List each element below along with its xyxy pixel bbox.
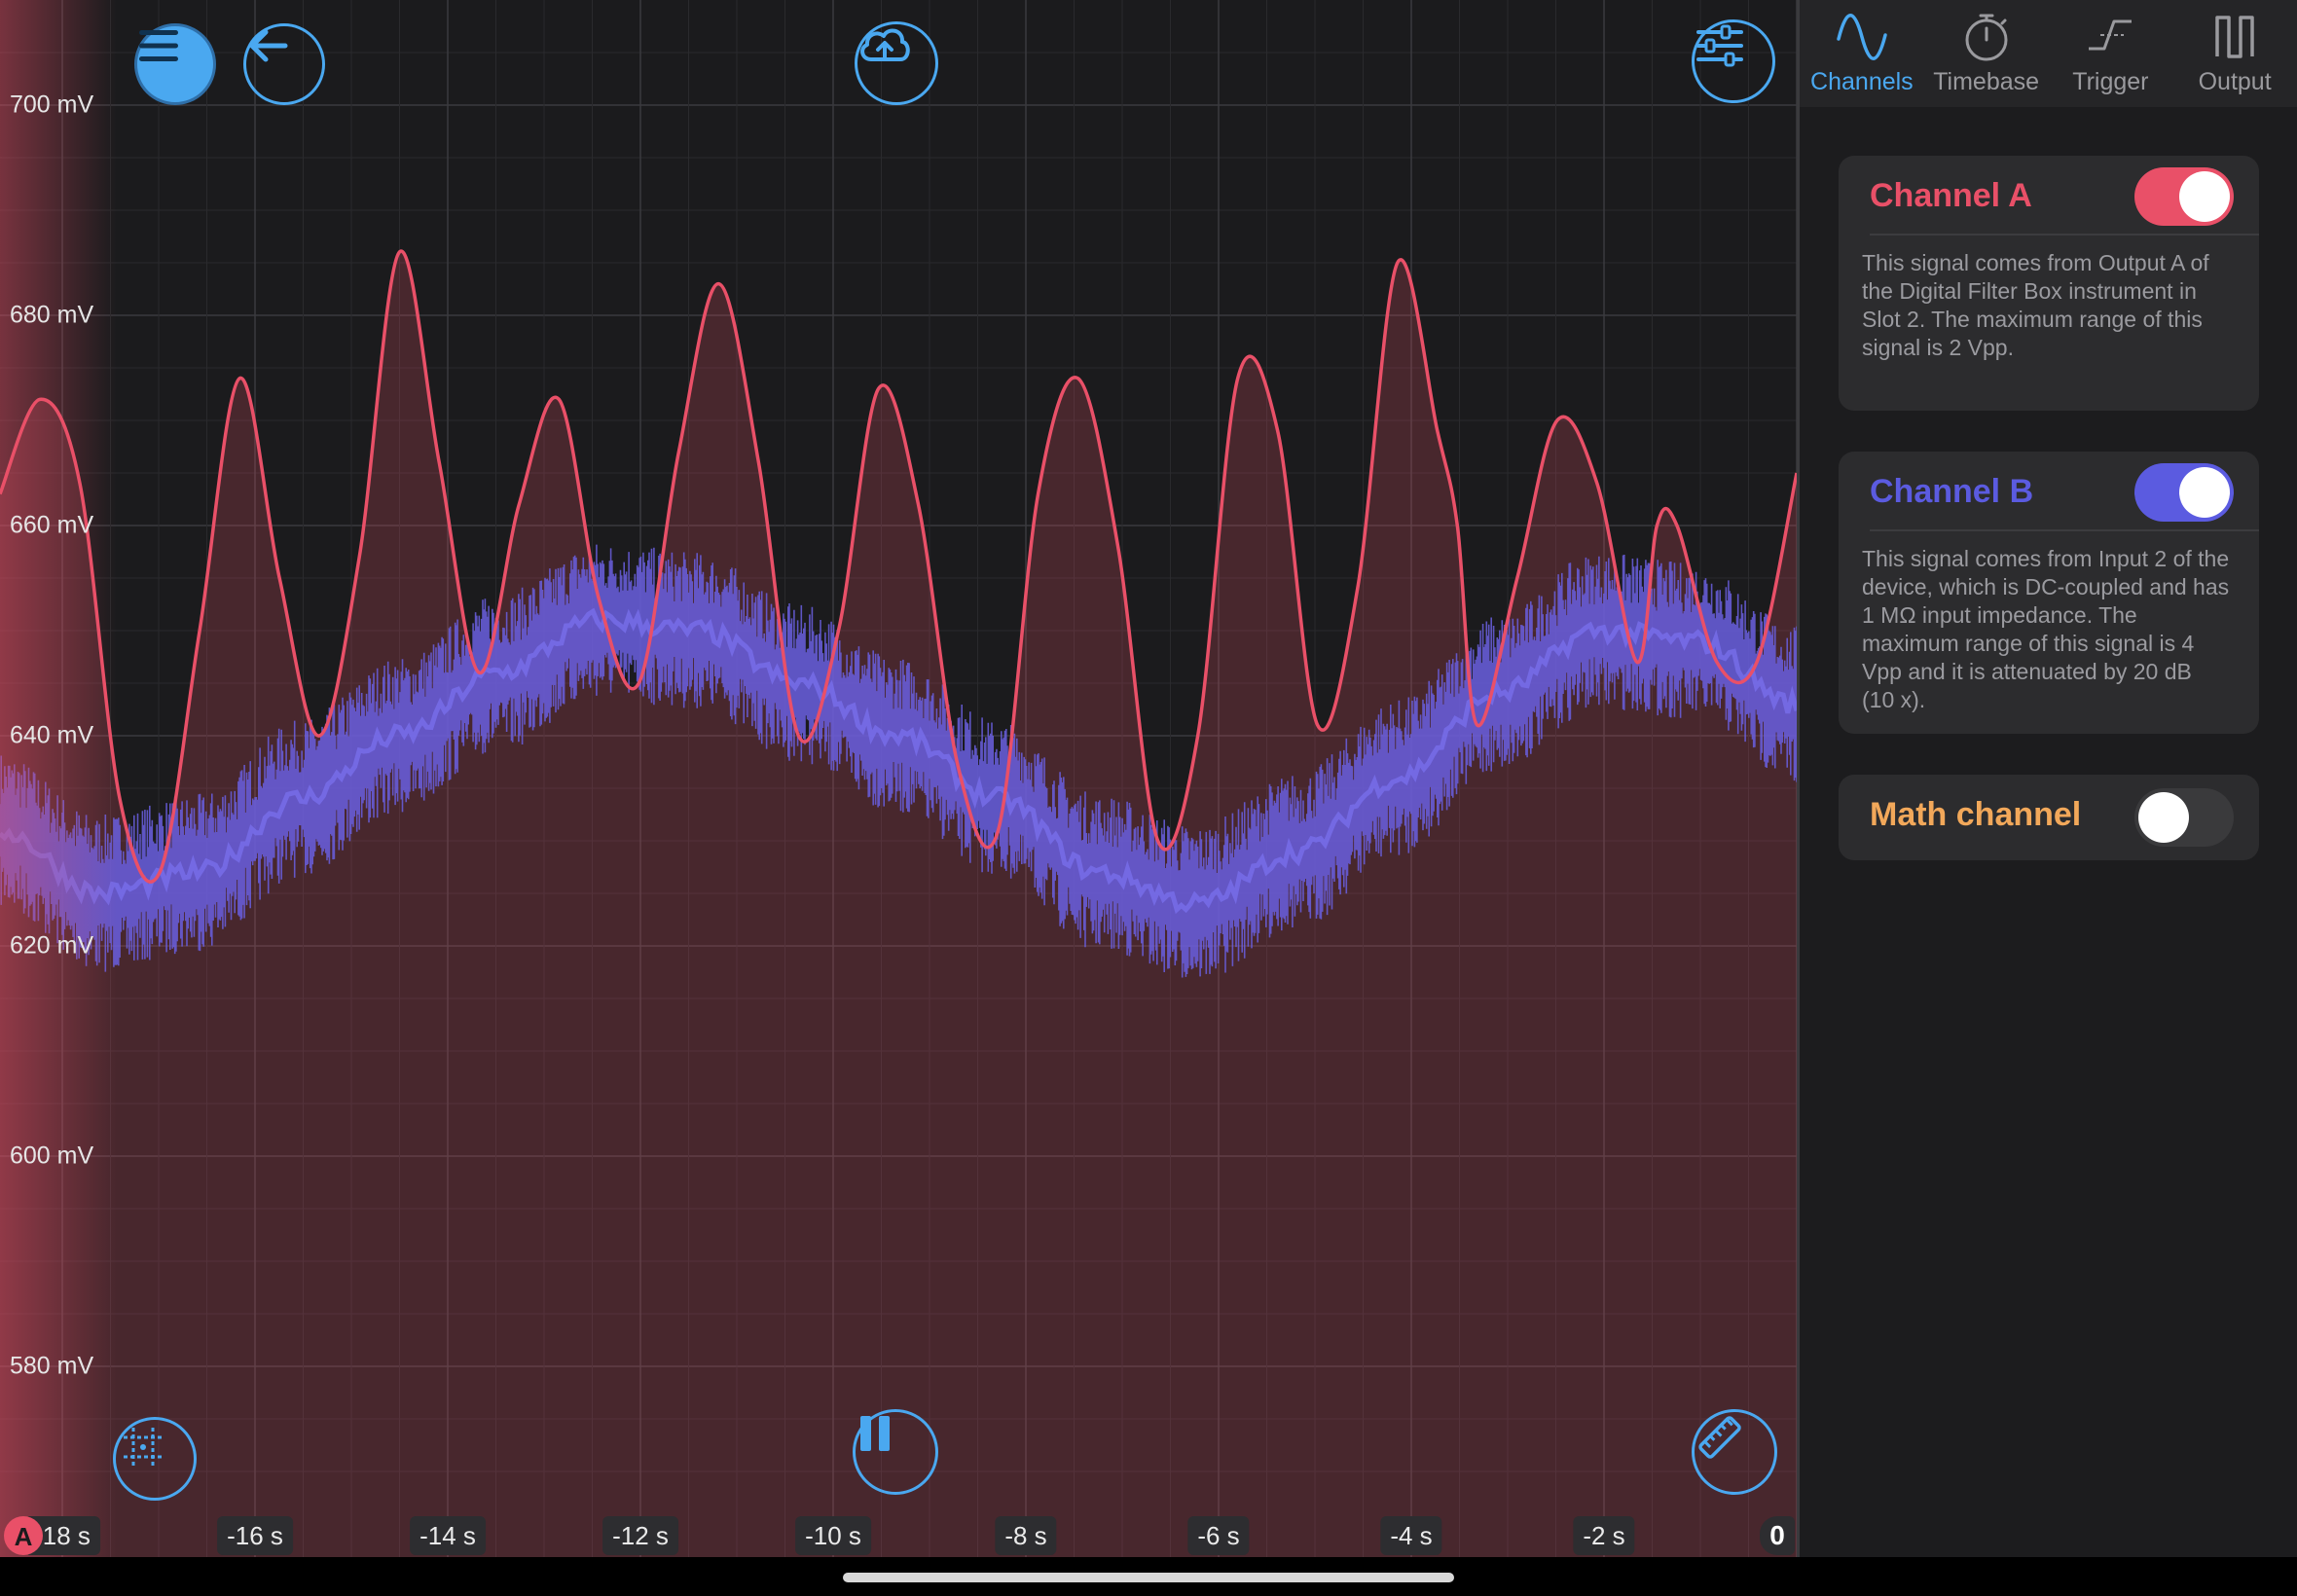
panel-tabs: Channels Timebase Trigger Output [1800, 0, 2297, 107]
tab-timebase[interactable]: Timebase [1924, 0, 2049, 107]
x-tick-label: -10 s [795, 1516, 871, 1555]
settings-button[interactable] [1692, 19, 1775, 103]
back-button[interactable] [243, 23, 325, 105]
channel-a-line [0, 249, 1797, 884]
tab-output-label: Output [2198, 68, 2272, 95]
home-indicator[interactable] [843, 1573, 1454, 1582]
channel-b-trace [0, 544, 1797, 978]
tab-trigger[interactable]: Trigger [2049, 0, 2173, 107]
upload-button[interactable] [855, 21, 938, 105]
measure-button[interactable] [1692, 1409, 1777, 1495]
y-tick-label: 700 mV [10, 91, 94, 119]
channel-b-toggle[interactable] [2134, 463, 2234, 522]
panel-divider[interactable] [1797, 0, 1800, 1557]
y-tick-label: 600 mV [10, 1142, 94, 1170]
channel-b-line [0, 607, 1797, 915]
channel-b-card: Channel B This signal comes from Input 2… [1839, 452, 2259, 734]
tab-channels-label: Channels [1810, 68, 1914, 95]
channel-a-description: This signal comes from Output A of the D… [1862, 250, 2209, 360]
y-tick-label: 620 mV [10, 931, 94, 960]
channel-a-fill [0, 251, 1797, 1557]
channel-a-area [0, 251, 1797, 1557]
math-channel-card: Math channel [1839, 775, 2259, 860]
math-channel-toggle[interactable] [2134, 788, 2234, 847]
tab-output[interactable]: Output [2172, 0, 2297, 107]
tab-timebase-label: Timebase [1933, 68, 2040, 95]
x-tick-label: -12 s [602, 1516, 678, 1555]
y-tick-label: 660 mV [10, 511, 94, 539]
x-tick-label: -16 s [217, 1516, 293, 1555]
pause-icon [860, 1416, 890, 1451]
grid-icon [124, 1428, 163, 1467]
settings-panel: Channels Timebase Trigger Output Channel [1800, 0, 2297, 1557]
cloud-upload-icon [860, 28, 910, 61]
plot-canvas[interactable] [0, 0, 1797, 1557]
sine-wave-icon [1837, 14, 1887, 60]
math-channel-title: Math channel [1870, 796, 2082, 833]
tab-trigger-label: Trigger [2072, 68, 2149, 95]
channel-a-marker[interactable]: A [4, 1516, 43, 1555]
y-tick-label: 680 mV [10, 301, 94, 329]
card-divider [1870, 234, 2259, 236]
x-tick-label: -8 s [995, 1516, 1057, 1555]
tab-channels[interactable]: Channels [1800, 0, 1924, 107]
x-tick-label: -4 s [1380, 1516, 1442, 1555]
x-tick-label: -14 s [410, 1516, 486, 1555]
channel-a-title: Channel A [1870, 177, 2032, 214]
sliders-icon [1696, 24, 1743, 67]
menu-button[interactable] [134, 23, 216, 105]
channel-a-trace [0, 249, 1797, 884]
x-tick-label: -6 s [1187, 1516, 1250, 1555]
y-tick-label: 640 mV [10, 721, 94, 749]
zero-time-marker[interactable]: 0 [1760, 1516, 1795, 1555]
grid-button[interactable] [113, 1417, 197, 1501]
left-edge-glow [0, 0, 117, 1557]
pause-button[interactable] [853, 1409, 938, 1495]
card-divider [1870, 529, 2259, 531]
stopwatch-icon [1965, 14, 2008, 61]
arrow-left-icon [249, 29, 288, 62]
square-wave-icon [2215, 16, 2254, 58]
channel-b-description: This signal comes from Input 2 of the de… [1862, 546, 2230, 712]
oscilloscope-plot[interactable]: 700 mV 680 mV 660 mV 640 mV 620 mV 600 mV 580 … [0, 0, 1797, 1557]
channel-b-title: Channel B [1870, 473, 2034, 510]
x-tick-label: -2 s [1573, 1516, 1635, 1555]
trigger-edge-icon [2089, 19, 2133, 51]
ruler-icon [1698, 1416, 1741, 1459]
channel-a-card: Channel A This signal comes from Output … [1839, 156, 2259, 411]
y-tick-label: 580 mV [10, 1352, 94, 1380]
channel-a-toggle[interactable] [2134, 167, 2234, 226]
hamburger-icon [139, 30, 178, 61]
